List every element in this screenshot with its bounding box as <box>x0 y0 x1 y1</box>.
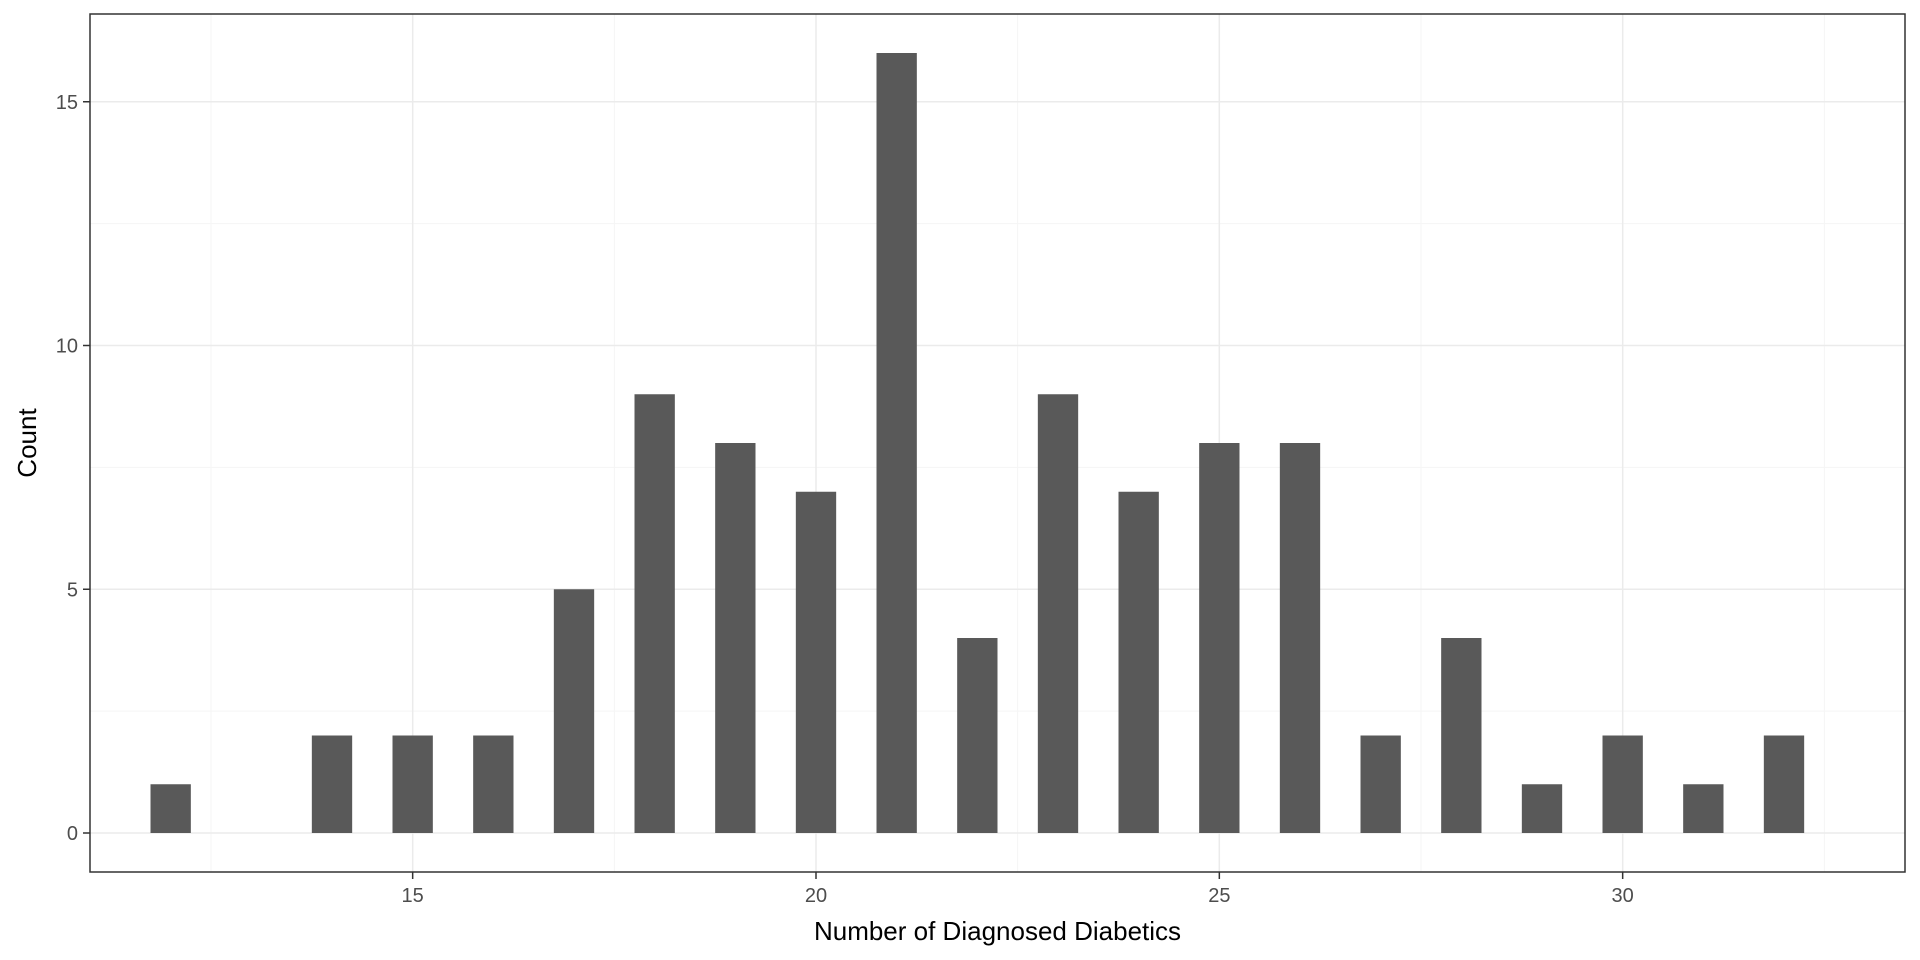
axis-ticks: 15 20 25 30 0 5 10 15 <box>56 92 1634 907</box>
bar <box>1118 491 1159 833</box>
x-tick-label: 25 <box>1208 885 1230 907</box>
bar <box>957 638 998 833</box>
bar <box>1602 735 1643 833</box>
y-axis-title: Count <box>12 408 42 478</box>
bar <box>1441 638 1482 833</box>
y-tick-label: 15 <box>56 92 78 114</box>
bar <box>473 735 514 833</box>
bar <box>150 784 191 833</box>
bar <box>311 735 353 833</box>
bar <box>795 491 837 833</box>
y-tick-label: 10 <box>56 336 78 358</box>
bar <box>1199 443 1240 833</box>
x-tick-label: 20 <box>805 885 827 907</box>
panel-border <box>89 13 1906 873</box>
x-axis-title: Number of Diagnosed Diabetics <box>814 916 1181 946</box>
bar <box>634 394 675 833</box>
bar <box>876 53 917 833</box>
x-tick-label: 15 <box>402 885 424 907</box>
y-tick-label: 0 <box>67 823 78 845</box>
bar <box>715 443 756 833</box>
bar <box>1279 443 1321 833</box>
bar <box>1683 784 1724 833</box>
bar <box>1521 784 1563 833</box>
x-tick-label: 30 <box>1612 885 1634 907</box>
bar <box>553 589 595 833</box>
bar <box>392 735 433 833</box>
y-tick-label: 5 <box>67 579 78 601</box>
bars <box>150 53 1805 833</box>
bar <box>1763 735 1805 833</box>
bar <box>1360 735 1401 833</box>
bar <box>1037 394 1079 833</box>
